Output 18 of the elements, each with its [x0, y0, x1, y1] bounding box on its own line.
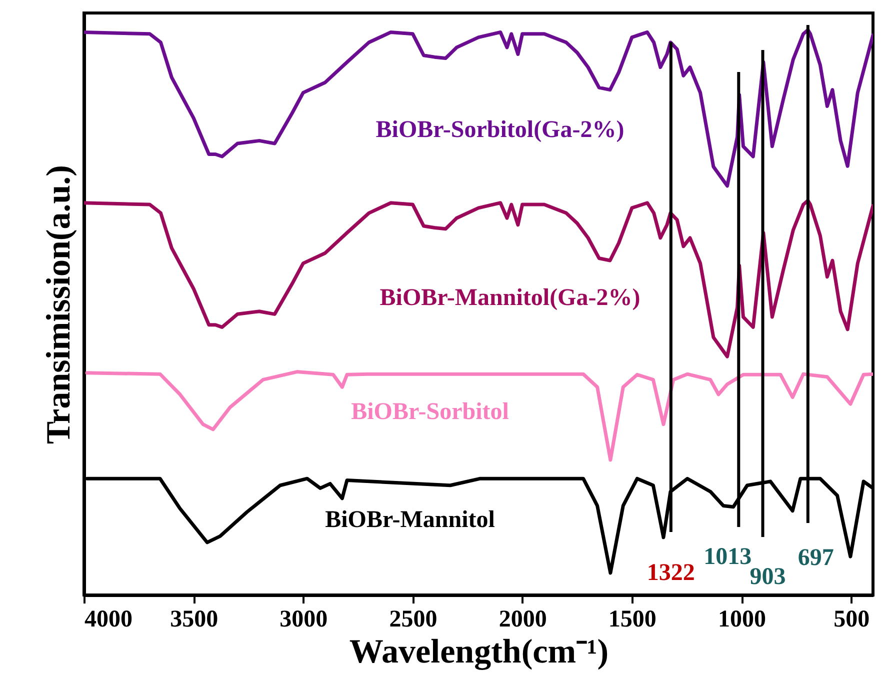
x-tick-label: 3000: [280, 606, 328, 632]
ref-line-label: 1322: [646, 560, 695, 586]
x-tick-label: 1000: [718, 606, 766, 632]
x-tick-label: 2000: [498, 606, 547, 632]
x-axis-title: Wavelength(cm⁻¹): [349, 634, 609, 670]
x-tick-label: 4000: [84, 606, 132, 632]
ref-line-label: 903: [750, 564, 786, 590]
series-label: BiOBr-Mannitol(Ga-2%): [380, 285, 640, 311]
y-axis-title: Transimission(a.u.): [40, 165, 78, 444]
ref-line-label: 697: [798, 545, 834, 571]
series-label: BiOBr-Sorbitol(Ga-2%): [376, 117, 624, 143]
series-label: BiOBr-Sorbitol: [351, 399, 510, 425]
series-label: BiOBr-Mannitol: [325, 507, 496, 533]
x-tick-label: 3500: [170, 606, 218, 632]
ref-line-label: 1013: [704, 544, 752, 570]
x-tick-label: 1500: [608, 606, 656, 632]
x-tick-label: 2500: [389, 606, 438, 632]
x-tick-label: 500: [834, 606, 870, 632]
